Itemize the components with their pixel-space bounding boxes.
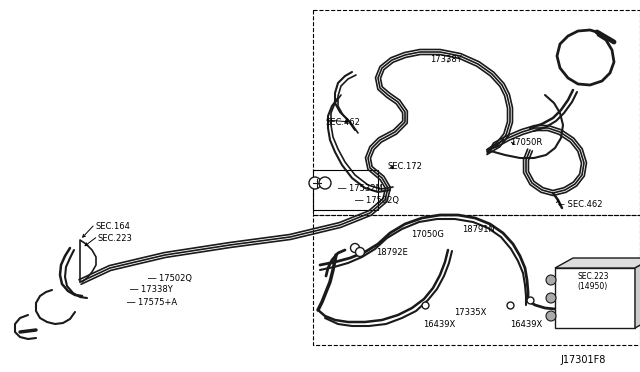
Text: ― 17575+A: ― 17575+A [127, 298, 177, 307]
Circle shape [546, 311, 556, 321]
Text: 17050G: 17050G [411, 230, 444, 239]
Text: 16439X: 16439X [423, 320, 455, 329]
Circle shape [546, 293, 556, 303]
Text: SEC.223
(14950): SEC.223 (14950) [577, 272, 609, 291]
Text: ― 17532M: ― 17532M [338, 184, 383, 193]
Text: SEC.462: SEC.462 [325, 118, 360, 127]
Text: 18792E: 18792E [376, 248, 408, 257]
Text: 17050R: 17050R [510, 138, 542, 147]
Polygon shape [635, 258, 640, 328]
Text: 16439X: 16439X [510, 320, 542, 329]
Circle shape [355, 247, 365, 257]
Text: SEC.223: SEC.223 [98, 234, 133, 243]
Circle shape [351, 244, 360, 253]
Polygon shape [555, 258, 640, 268]
Text: ← SEC.462: ← SEC.462 [558, 200, 602, 209]
Text: ― 17502Q: ― 17502Q [355, 196, 399, 205]
Circle shape [546, 275, 556, 285]
Text: 18791N: 18791N [462, 225, 495, 234]
Polygon shape [555, 268, 635, 328]
Circle shape [309, 177, 321, 189]
Text: 17338Y: 17338Y [430, 55, 461, 64]
Text: 17335X: 17335X [454, 308, 486, 317]
Circle shape [319, 177, 331, 189]
Text: ― 17338Y: ― 17338Y [130, 285, 173, 294]
Text: ― 17502Q: ― 17502Q [148, 274, 192, 283]
Text: SEC.172: SEC.172 [388, 162, 423, 171]
Text: J17301F8: J17301F8 [560, 355, 605, 365]
Text: SEC.164: SEC.164 [95, 222, 130, 231]
